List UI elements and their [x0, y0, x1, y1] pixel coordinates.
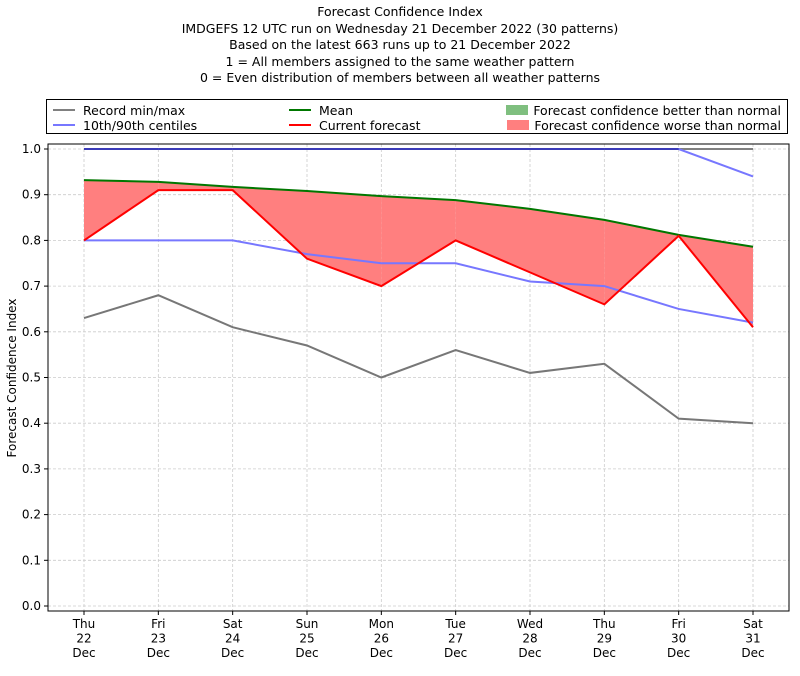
- confidence-fill: [84, 180, 753, 328]
- series-line-90th-centile: [84, 148, 754, 178]
- y-tick-label: 0.3: [22, 462, 41, 476]
- x-tick-label: Sat 24 Dec: [221, 617, 244, 660]
- legend-label: Forecast confidence worse than normal: [534, 117, 781, 133]
- legend-swatch-worse: [507, 120, 530, 130]
- chart-subtitle-line: Based on the latest 663 runs up to 21 De…: [229, 37, 571, 53]
- x-tick-label: Fri 23 Dec: [147, 617, 170, 660]
- legend-swatch-better: [506, 105, 529, 115]
- chart-subtitle-line: 0 = Even distribution of members between…: [199, 70, 601, 86]
- legend-swatch-mean: [289, 109, 311, 111]
- fill-worse-than-normal: [84, 180, 159, 241]
- y-tick-label: 0.0: [22, 599, 41, 613]
- chart-subtitle-line: IMDGEFS 12 UTC run on Wednesday 21 Decem…: [181, 20, 619, 36]
- legend-label: 10th/90th centiles: [83, 117, 198, 133]
- x-tick-label: Thu 22 Dec: [72, 617, 96, 660]
- x-tick-label: Wed 28 Dec: [517, 617, 543, 660]
- series-lines: [83, 148, 754, 425]
- fill-worse-than-normal: [307, 191, 382, 287]
- legend-label: Forecast confidence better than normal: [533, 102, 781, 118]
- legend-swatch-current: [289, 124, 311, 126]
- legend-swatch-centiles: [53, 124, 75, 126]
- fill-worse-than-normal: [530, 208, 605, 305]
- legend-item-record: Record min/max: [53, 102, 185, 118]
- x-tick-label: Tue 27 Dec: [444, 617, 467, 660]
- legend-item-worse: Forecast confidence worse than normal: [336, 117, 781, 133]
- legend-label: Record min/max: [83, 102, 186, 118]
- legend-swatch-record: [53, 109, 75, 111]
- x-tick-label: Sun 25 Dec: [295, 617, 318, 660]
- y-axis-label: Forecast Confidence Index: [5, 299, 19, 458]
- chart-subtitle-line: 1 = All members assigned to the same wea…: [225, 53, 575, 69]
- legend-item-mean: Mean: [289, 102, 353, 118]
- y-tick-label: 0.6: [22, 325, 41, 339]
- x-tick-label: Fri 30 Dec: [667, 617, 690, 660]
- y-axis: 0.0 0.1 0.2 0.3 0.4 0.5 0.6 0.7 0.8 0.9 1.0: [22, 142, 48, 613]
- x-tick-label: Mon 26 Dec: [369, 617, 394, 660]
- x-tick-label: Sat 31 Dec: [741, 617, 764, 660]
- legend-label: Mean: [319, 102, 354, 118]
- y-tick-label: 0.4: [22, 416, 41, 430]
- chart-legend: Record min/max 10th/90th centiles Mean C…: [46, 99, 788, 134]
- fill-worse-than-normal: [455, 200, 530, 273]
- legend-item-better: Forecast confidence better than normal: [336, 102, 781, 118]
- fill-worse-than-normal: [604, 219, 679, 305]
- legend-item-centiles: 10th/90th centiles: [53, 117, 197, 133]
- fill-worse-than-normal: [381, 196, 456, 287]
- y-tick-label: 0.9: [22, 188, 41, 202]
- chart-title: Forecast Confidence Index: [317, 4, 483, 19]
- y-tick-label: 0.2: [22, 508, 41, 522]
- legend-label: Current forecast: [319, 117, 421, 133]
- x-axis: Thu 22 Dec Fri 23 Dec Sat 24 Dec Sun 25 Dec Mon 26 Dec…: [72, 611, 765, 660]
- series-line-current-forecast: [83, 189, 754, 328]
- y-tick-label: 1.0: [22, 142, 41, 156]
- y-tick-label: 0.1: [22, 553, 41, 567]
- chart-title-block: Forecast Confidence Index IMDGEFS 12 UTC…: [0, 4, 800, 87]
- y-tick-label: 0.5: [22, 371, 41, 385]
- legend-item-current: Current forecast: [289, 117, 420, 133]
- series-line-record-min: [83, 294, 754, 425]
- series-line-mean: [83, 179, 754, 248]
- x-tick-label: Thu 29 Dec: [592, 617, 616, 660]
- y-tick-label: 0.7: [22, 279, 41, 293]
- y-tick-label: 0.8: [22, 233, 41, 247]
